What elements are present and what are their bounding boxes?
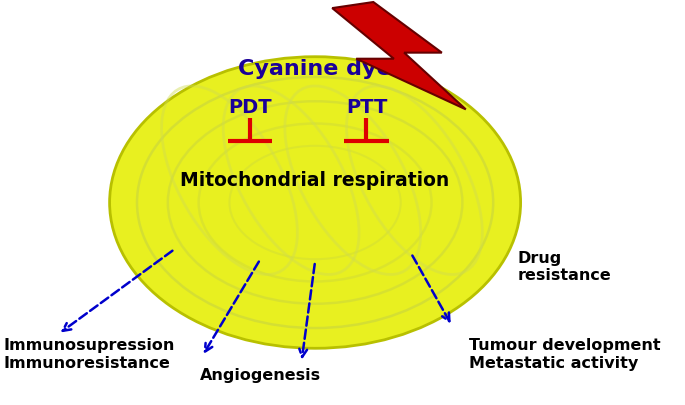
Ellipse shape: [110, 57, 521, 348]
Text: Mitochondrial respiration: Mitochondrial respiration: [180, 171, 450, 190]
Text: Angiogenesis: Angiogenesis: [200, 368, 321, 383]
Text: Tumour development
Metastatic activity: Tumour development Metastatic activity: [469, 338, 661, 371]
Text: Immunosupression
Immunoresistance: Immunosupression Immunoresistance: [3, 338, 175, 371]
Text: PDT: PDT: [228, 98, 272, 117]
Polygon shape: [332, 2, 466, 109]
Text: PTT: PTT: [346, 98, 387, 117]
Text: Cyanine dye: Cyanine dye: [238, 59, 392, 79]
Text: Drug
resistance: Drug resistance: [517, 251, 611, 284]
